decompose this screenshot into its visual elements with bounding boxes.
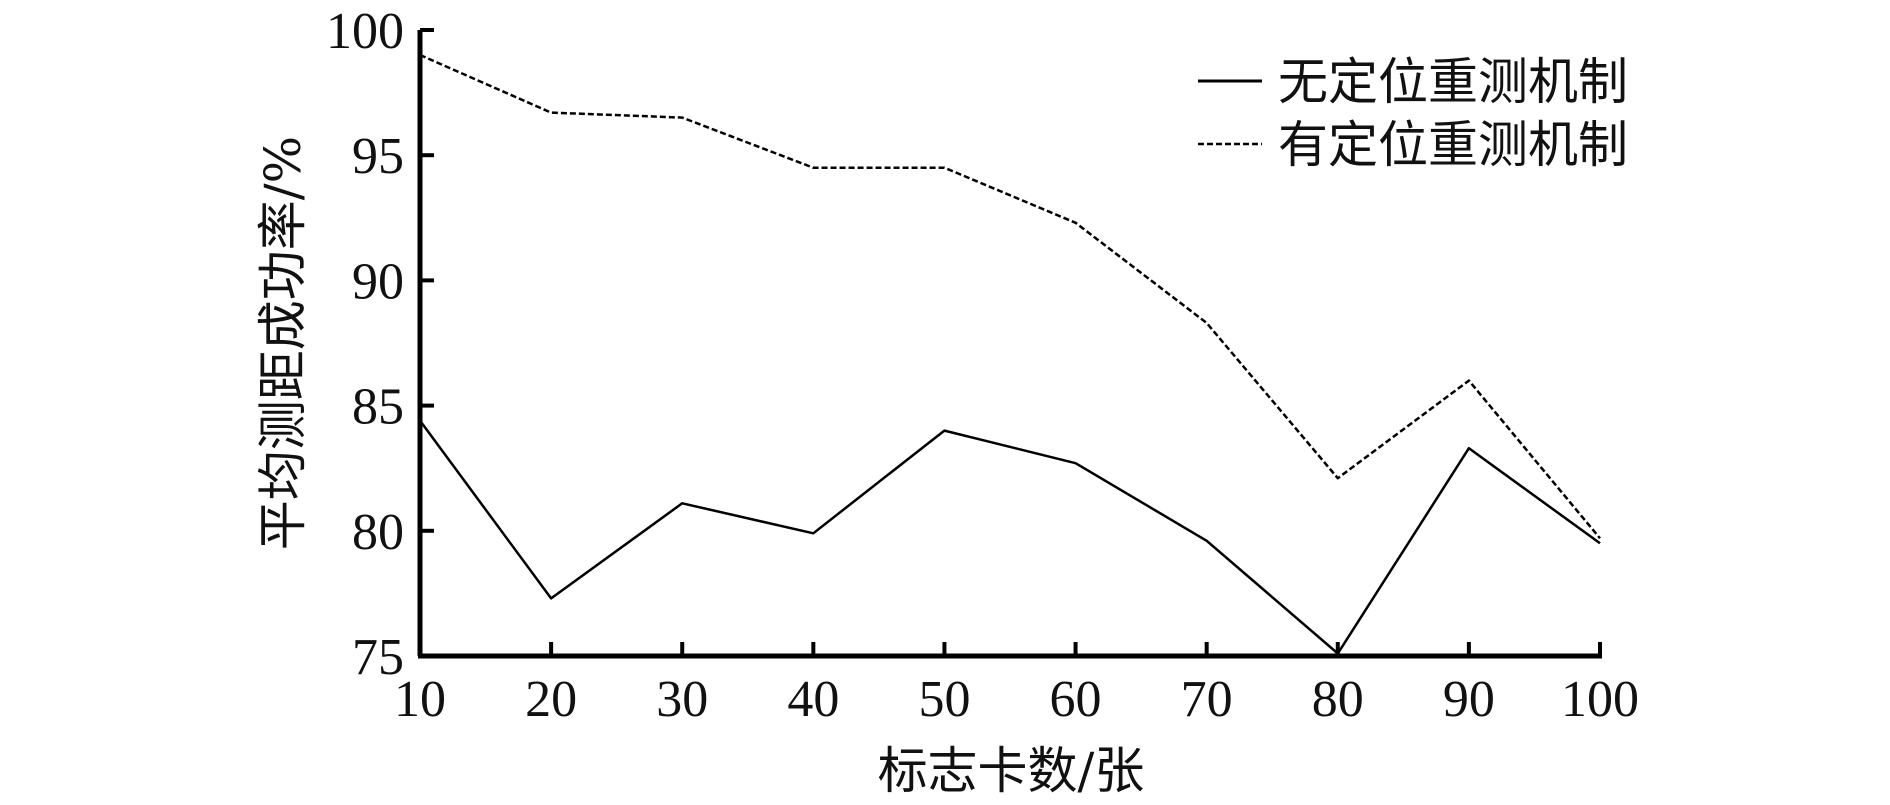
y-tick-label: 80 [352, 504, 404, 561]
legend-label: 无定位重测机制 [1278, 53, 1628, 111]
x-tick-label: 40 [787, 671, 839, 728]
x-tick-label: 50 [918, 671, 970, 728]
legend-label: 有定位重测机制 [1278, 116, 1628, 174]
x-tick-label: 80 [1312, 671, 1364, 728]
x-tick-label: 60 [1050, 671, 1102, 728]
plot-area [418, 53, 1601, 655]
y-ticks: 75 80 85 90 95 100 [326, 3, 434, 686]
y-tick-label: 75 [352, 629, 404, 686]
y-tick-label: 90 [352, 253, 404, 310]
y-tick-label: 95 [352, 128, 404, 185]
series-line-2 [419, 53, 1601, 540]
x-axis-title: 标志卡数/张 [878, 742, 1145, 800]
x-tick-label: 70 [1181, 671, 1233, 728]
x-tick-label: 10 [394, 671, 446, 728]
y-tick-label: 100 [326, 3, 404, 60]
y-axis-title: 平均测距成功率/% [254, 136, 312, 550]
x-ticks: 10 20 30 40 50 60 70 80 90 100 [394, 642, 1639, 728]
y-tick-label: 85 [352, 379, 404, 436]
axes [417, 30, 1602, 659]
x-tick-label: 100 [1561, 671, 1639, 728]
series-line-1 [418, 419, 1601, 655]
x-tick-label: 20 [525, 671, 577, 728]
x-tick-label: 90 [1443, 671, 1495, 728]
x-tick-label: 30 [656, 671, 708, 728]
